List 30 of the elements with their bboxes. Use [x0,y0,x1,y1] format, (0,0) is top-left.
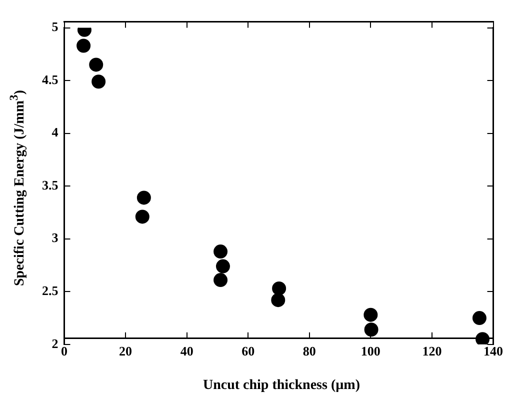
y-tick-label: 2.5 [42,282,59,298]
point [214,273,228,288]
x-tick-label: 60 [242,344,255,359]
x-tick-label: 20 [119,344,132,359]
x-tick-label: 80 [302,344,316,359]
point [136,190,151,205]
point [364,322,378,337]
y-tick-label: 2 [52,336,58,351]
y-tick-label: 3 [52,230,59,246]
y-tick-label: 3.5 [42,177,59,192]
point [89,58,104,72]
x-tick-label: 120 [422,344,442,359]
x-tick-label: 100 [360,344,380,359]
point [476,332,490,344]
x-tick-label: 0 [61,344,68,359]
point [214,244,228,259]
point [271,293,286,308]
point [364,308,378,322]
y-tick-label: 5 [52,19,59,34]
point [216,259,230,274]
x-tick-label: 40 [180,344,194,359]
point [76,38,91,53]
x-axis-title: Uncut chip thickness (µm) [202,378,362,394]
point [272,281,286,296]
point [472,311,486,326]
y-tick-label: 4 [52,124,59,140]
x-tick-label: 140 [484,344,503,359]
point [92,74,106,89]
point [135,210,150,224]
y-tick-label: 4.5 [42,72,59,87]
